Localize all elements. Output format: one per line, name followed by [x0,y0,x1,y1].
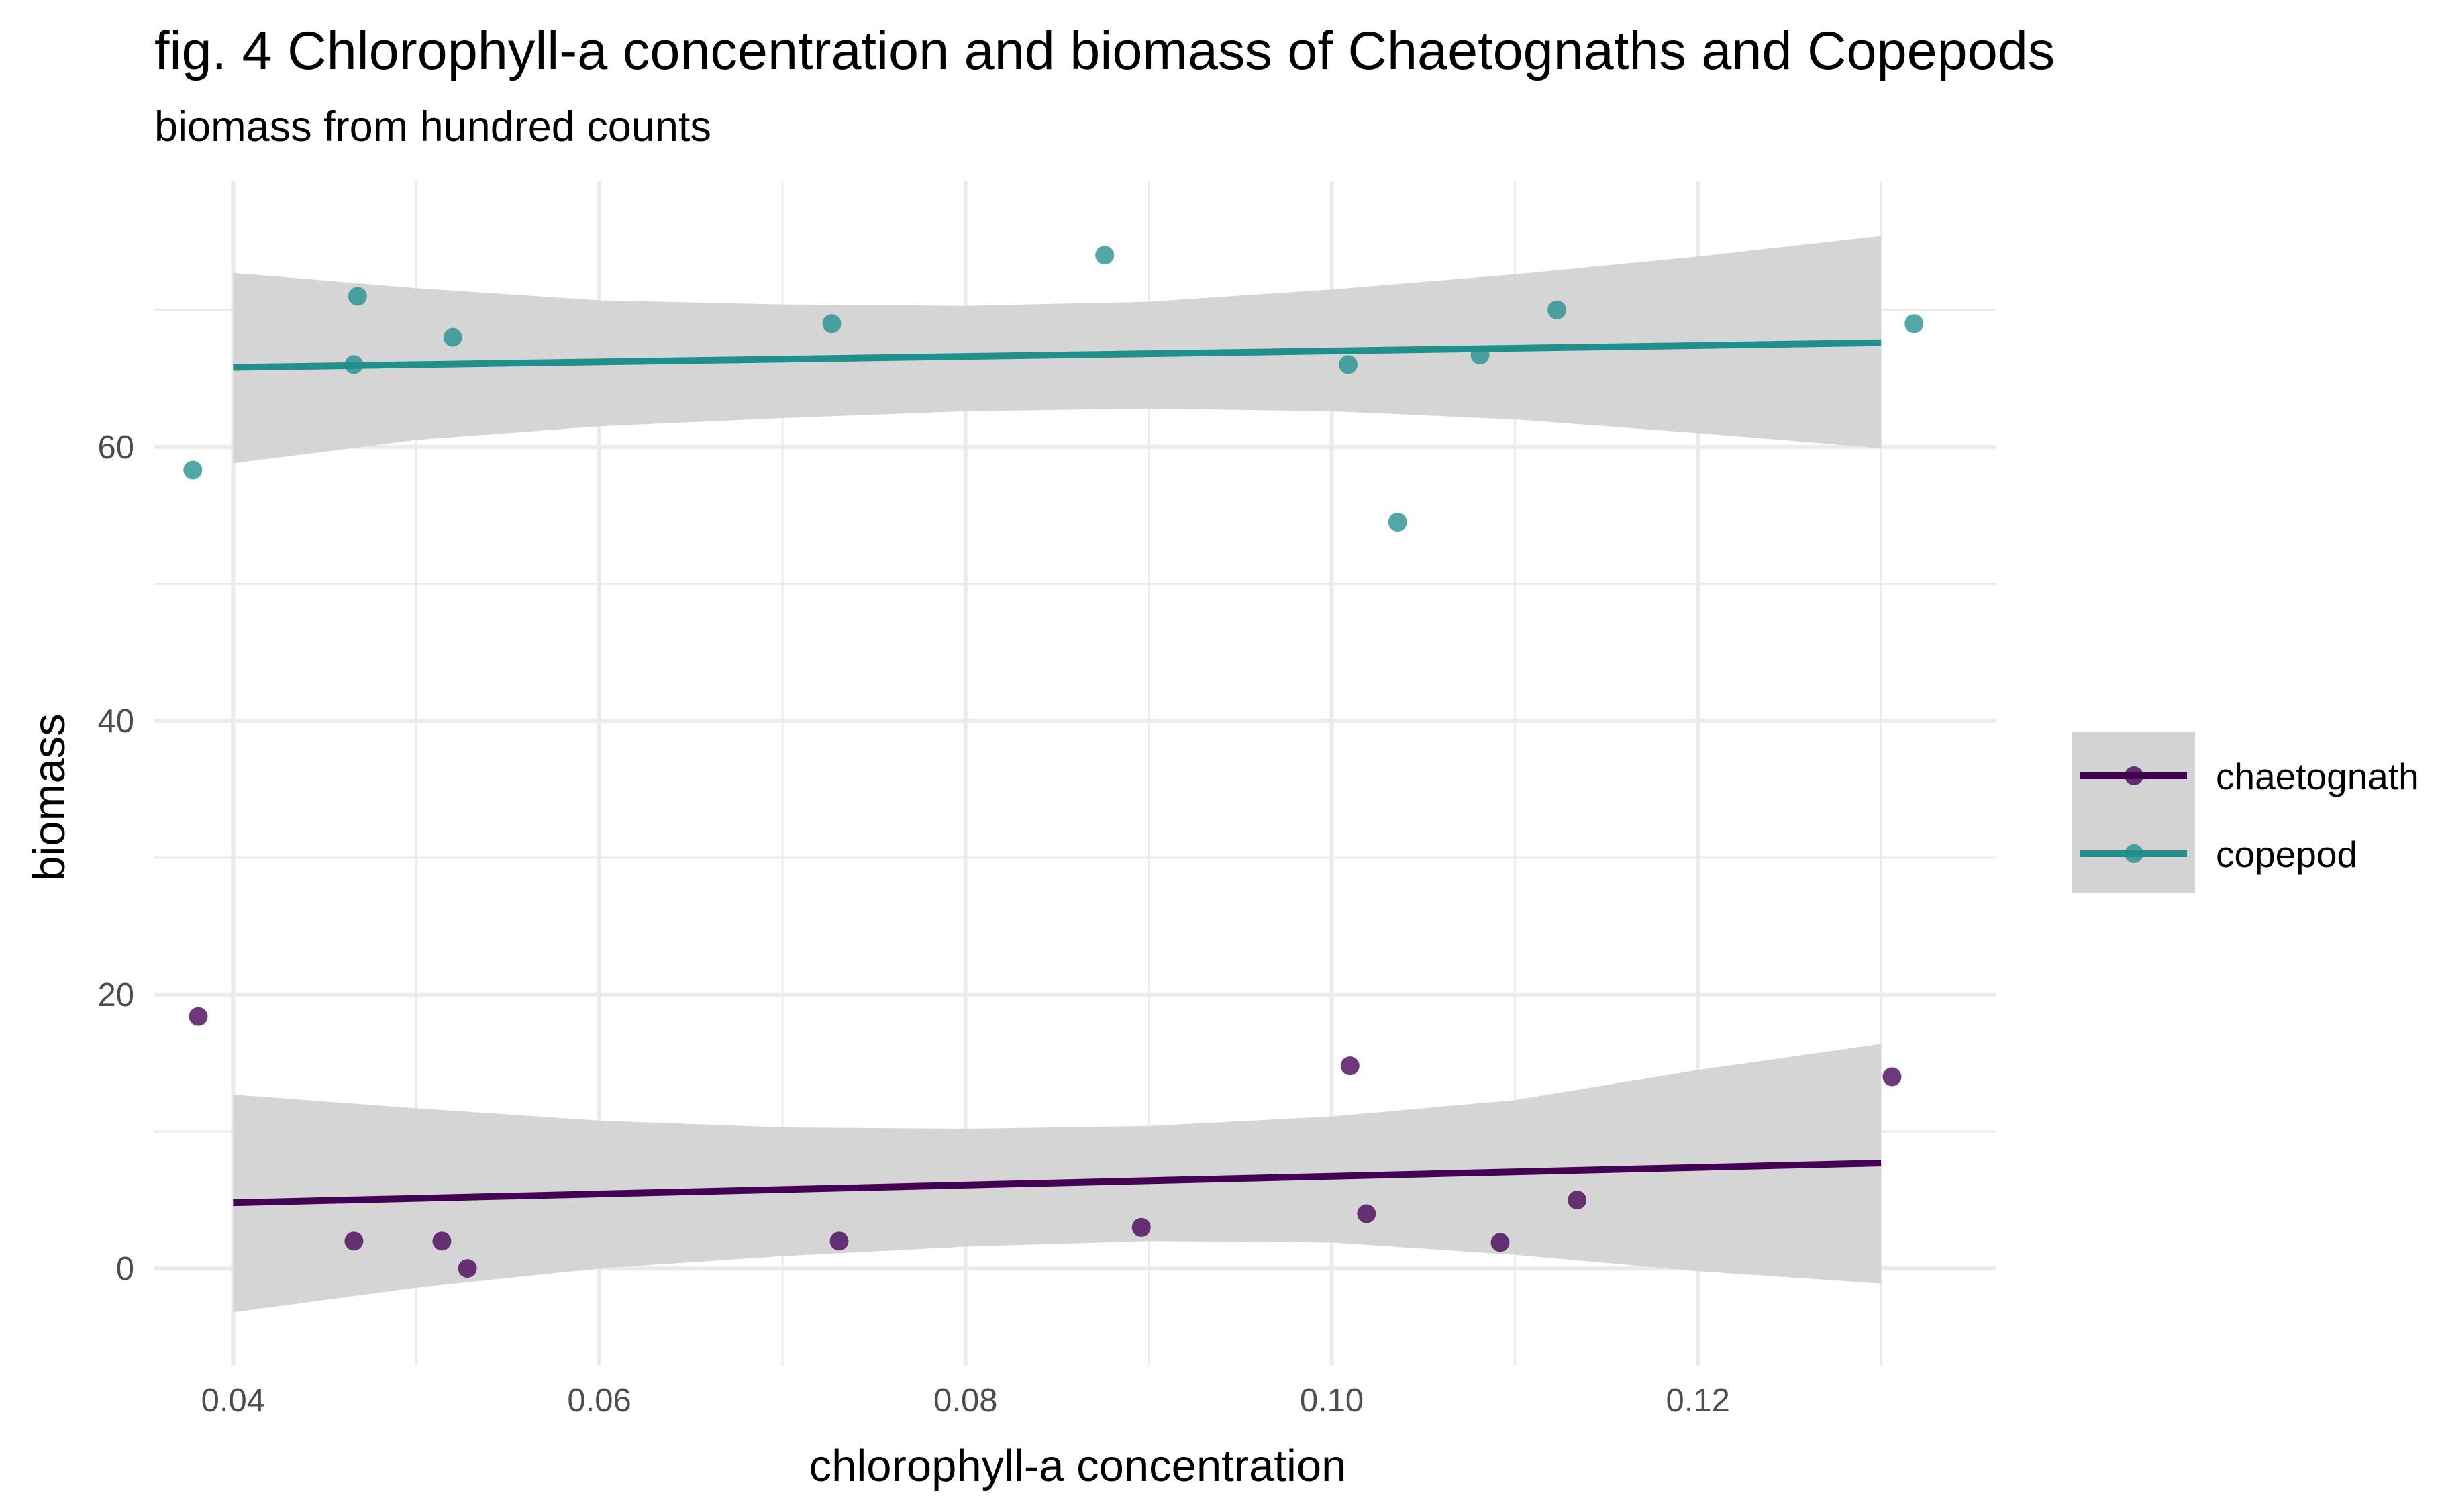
y-tick-label: 60 [97,430,134,466]
data-point-chaetognath [344,1231,364,1251]
data-point-chaetognath [1340,1056,1360,1076]
data-point-copepod [1095,246,1115,265]
x-tick-label: 0.12 [1666,1382,1730,1419]
data-point-chaetognath [1357,1204,1376,1223]
legend-key-background [2072,732,2195,893]
regression-line-copepod [233,339,1882,371]
data-point-chaetognath [1882,1067,1902,1087]
data-point-chaetognath [1131,1217,1151,1237]
data-point-copepod [1388,513,1407,532]
x-tick-label: 0.10 [1300,1382,1364,1419]
data-point-copepod [183,460,203,480]
data-point-chaetognath [1568,1191,1587,1210]
legend-key-point-chaetognath [2125,766,2143,785]
x-tick-label: 0.08 [933,1382,997,1419]
confidence-band-copepod [233,236,1882,464]
data-point-copepod [1339,355,1358,374]
data-point-chaetognath [1490,1233,1510,1252]
x-tick-label: 0.04 [201,1382,265,1419]
legend-label-copepod: copepod [2216,834,2357,875]
data-points [183,246,1924,1278]
chart-title: fig. 4 Chlorophyll-a concentration and b… [154,21,2055,81]
data-point-copepod [348,287,367,306]
data-point-copepod [1470,346,1490,365]
data-point-copepod [822,314,842,334]
y-tick-label: 20 [97,977,134,1013]
y-tick-label: 0 [116,1251,134,1287]
data-point-chaetognath [829,1231,849,1251]
tick-labels: 0.04 0.06 0.08 0.10 0.12 0 20 40 60 [97,430,1729,1419]
confidence-band-chaetognath [233,1044,1882,1313]
legend-label-chaetognath: chaetognath [2216,756,2419,797]
data-point-chaetognath [458,1259,477,1278]
data-point-copepod [1904,314,1924,334]
confidence-bands [233,236,1882,1313]
y-axis-title: biomass [24,713,74,880]
legend-key-point-copepod [2125,844,2143,863]
data-point-chaetognath [189,1007,208,1026]
legend: chaetognath copepod [2072,732,2419,893]
data-point-copepod [443,327,462,347]
data-point-chaetognath [432,1231,452,1251]
y-tick-label: 40 [97,703,134,740]
data-point-copepod [1547,300,1567,319]
regression-line-chaetognath [233,1160,1882,1207]
regression-lines [233,339,1882,1207]
x-tick-label: 0.06 [567,1382,631,1419]
x-axis-title: chlorophyll-a concentration [809,1441,1347,1491]
chart-subtitle: biomass from hundred counts [154,103,711,150]
data-point-copepod [344,355,364,374]
